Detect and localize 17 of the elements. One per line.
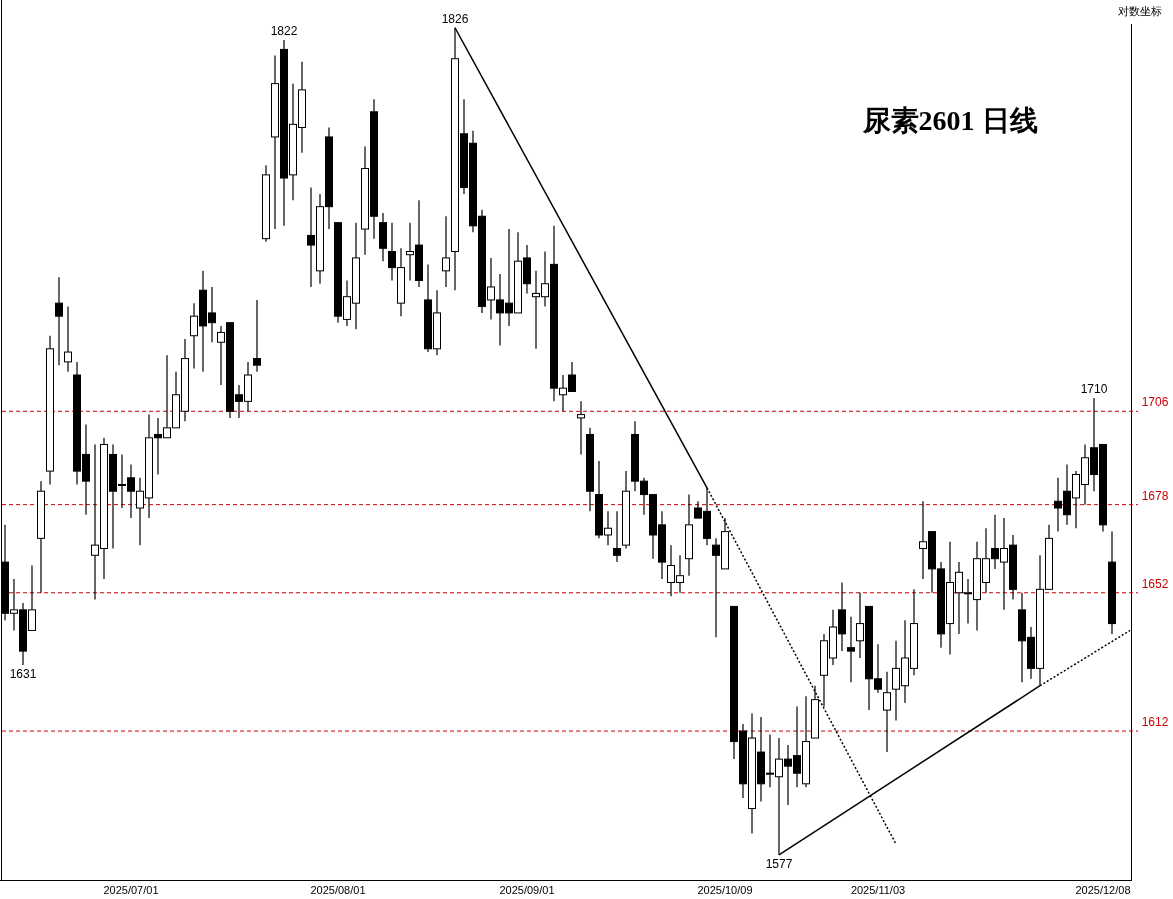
annotation: 1826 [441,11,469,26]
y-tick-label: 1706 [1141,395,1169,410]
text: 尿素2601 日线 [861,105,1038,136]
annotation: 对数坐标 [1118,5,1162,17]
x-tick-label: 2025/10/09 [697,884,753,896]
annotation: 1631 [9,666,37,681]
y-tick-label: 1652 [1141,576,1169,591]
annotation: 1577 [765,856,793,871]
x-tick-label: 2025/11/03 [850,884,906,896]
x-tick-label: 2025/09/01 [499,884,555,896]
annotation: 1710 [1080,382,1108,397]
y-tick-label: 1678 [1141,488,1169,503]
annotation: 1822 [270,24,298,39]
x-tick-label: 2025/08/01 [310,884,366,896]
y-tick-label: 1612 [1141,715,1169,730]
x-tick-label: 2025/07/01 [103,884,159,896]
x-tick-label: 2025/12/08 [1075,884,1131,896]
